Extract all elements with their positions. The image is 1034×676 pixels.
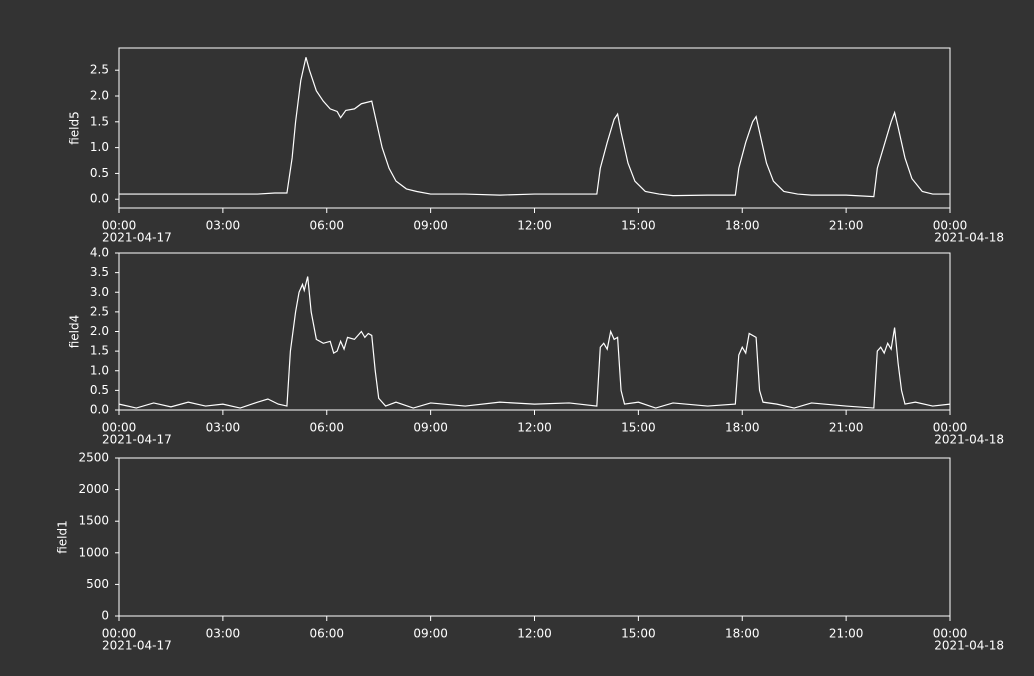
y-tick-label: 0.5 bbox=[90, 166, 109, 180]
start-date: 2021-04-17 bbox=[102, 231, 172, 245]
y-axis-label: field4 bbox=[68, 315, 82, 349]
y-tick-label: 2500 bbox=[78, 451, 109, 465]
x-tick-label: 21:00 bbox=[829, 219, 864, 233]
x-tick-label: 21:00 bbox=[829, 627, 864, 641]
y-tick-label: 0.0 bbox=[90, 192, 109, 206]
x-tick-label: 09:00 bbox=[413, 627, 448, 641]
y-tick-label: 1.5 bbox=[90, 344, 109, 358]
x-tick-label: 03:00 bbox=[206, 627, 241, 641]
plot-frame bbox=[118, 47, 951, 209]
x-tick-label: 15:00 bbox=[621, 219, 656, 233]
y-tick-label: 2000 bbox=[78, 482, 109, 496]
line-trace bbox=[118, 276, 951, 409]
y-tick-label: 1.0 bbox=[90, 363, 109, 377]
x-tick-label: 18:00 bbox=[725, 627, 760, 641]
end-date: 2021-04-18 bbox=[934, 639, 1004, 653]
x-tick-label: 12:00 bbox=[517, 627, 552, 641]
y-tick-label: 0.0 bbox=[90, 403, 109, 417]
x-tick-label: 03:00 bbox=[206, 219, 241, 233]
start-date: 2021-04-17 bbox=[102, 639, 172, 653]
y-tick-label: 2.0 bbox=[90, 89, 109, 103]
y-tick-label: 0.5 bbox=[90, 383, 109, 397]
x-tick-label: 00:00 bbox=[933, 421, 968, 435]
y-tick-label: 1500 bbox=[78, 514, 109, 528]
y-tick-label: 2.5 bbox=[90, 304, 109, 318]
y-tick-label: 0 bbox=[101, 609, 109, 623]
x-tick-label: 06:00 bbox=[309, 219, 344, 233]
x-tick-label: 15:00 bbox=[621, 627, 656, 641]
x-tick-label: 18:00 bbox=[725, 421, 760, 435]
plot-frame bbox=[118, 457, 951, 617]
y-axis-label: field5 bbox=[68, 111, 82, 145]
x-tick-label: 00:00 bbox=[933, 219, 968, 233]
y-tick-label: 1.0 bbox=[90, 140, 109, 154]
plot-frame bbox=[118, 252, 951, 411]
y-tick-label: 2.0 bbox=[90, 324, 109, 338]
y-tick-label: 3.5 bbox=[90, 265, 109, 279]
line-trace bbox=[119, 57, 950, 198]
y-tick-label: 3.0 bbox=[90, 285, 109, 299]
y-tick-label: 500 bbox=[86, 577, 109, 591]
x-tick-label: 06:00 bbox=[309, 627, 344, 641]
x-tick-label: 00:00 bbox=[933, 627, 968, 641]
x-tick-label: 00:00 bbox=[102, 219, 137, 233]
end-date: 2021-04-18 bbox=[934, 231, 1004, 245]
x-tick-label: 09:00 bbox=[413, 219, 448, 233]
x-tick-label: 18:00 bbox=[725, 219, 760, 233]
y-axis-label: field1 bbox=[56, 520, 70, 554]
x-tick-label: 06:00 bbox=[309, 421, 344, 435]
x-tick-label: 00:00 bbox=[102, 627, 137, 641]
end-date: 2021-04-18 bbox=[934, 433, 1004, 447]
x-tick-label: 12:00 bbox=[517, 219, 552, 233]
start-date: 2021-04-17 bbox=[102, 433, 172, 447]
y-tick-label: 1.5 bbox=[90, 114, 109, 128]
x-tick-label: 15:00 bbox=[621, 421, 656, 435]
y-tick-label: 4.0 bbox=[90, 246, 109, 260]
x-tick-label: 00:00 bbox=[102, 421, 137, 435]
x-tick-label: 21:00 bbox=[829, 421, 864, 435]
x-tick-label: 12:00 bbox=[517, 421, 552, 435]
y-tick-label: 1000 bbox=[78, 545, 109, 559]
y-tick-label: 2.5 bbox=[90, 63, 109, 77]
x-tick-label: 03:00 bbox=[206, 421, 241, 435]
x-tick-label: 09:00 bbox=[413, 421, 448, 435]
